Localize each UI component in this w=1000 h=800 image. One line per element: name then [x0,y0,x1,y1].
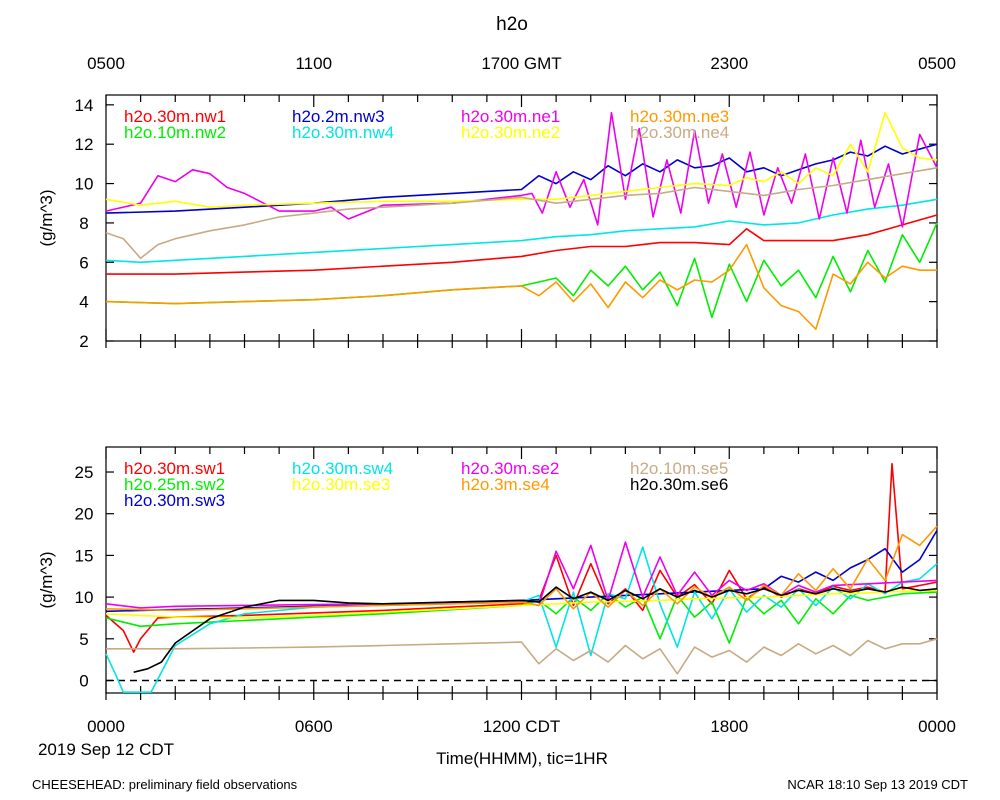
series-line-h2o-30m-se3 [105,589,938,619]
legend-entry: h2o.10m.nw2 [124,123,226,142]
series-line-h2o-30m-nw1 [106,214,938,275]
y-tick-label: 2 [79,332,88,351]
series-line-h2o-30m-se6 [133,586,938,673]
y-tick-label: 8 [79,214,88,233]
figure-title: h2o [496,14,528,35]
legend-entry: h2o.30m.ne2 [461,123,560,142]
series-line-h2o-3m-se4 [105,525,938,612]
series-line-h2o-30m-ne1 [105,111,938,228]
legend-entry: h2o.30m.ne1 [461,107,560,126]
series-line-h2o-30m-nw4 [105,198,938,264]
legend-entry: h2o.25m.sw2 [124,475,225,494]
legend-entry: h2o.30m.nw4 [292,123,394,142]
bottom-tick-label: 0600 [295,717,333,736]
y-tick-label: 4 [79,293,88,312]
series-line-h2o-30m-sw1 [105,462,938,653]
series-line-h2o-30m-ne4 [105,167,938,260]
upper-series-lines [105,111,938,331]
y-tick-label: 20 [75,505,94,524]
y-tick-label: 15 [75,546,94,565]
top-tick-label: 2300 [710,54,748,73]
legend-entry: h2o.2m.nw3 [292,107,385,126]
upper-x-ticks [105,95,938,348]
top-gmt-tick-labels: 0500 1100 1700 GMT 2300 0500 [87,54,956,73]
legend-entry: h2o.30m.sw3 [124,491,225,510]
series-line-h2o-30m-sw3 [105,529,938,613]
lower-y-axis: 0 5 10 15 20 25 [75,463,937,690]
upper-y-label: (g/m^3) [37,189,56,246]
upper-y-axis: 2 4 6 8 10 12 14 [75,96,937,351]
bottom-tick-label: 0000 [87,717,125,736]
series-line-h2o-10m-se5 [106,638,938,675]
series-line-h2o-30m-ne2 [105,111,938,208]
legend-entry: h2o.30m.se2 [461,459,559,478]
date-label: 2019 Sep 12 CDT [38,740,174,759]
lower-series-lines [105,462,938,694]
legend-entry: h2o.30m.sw4 [292,459,393,478]
y-tick-label: 6 [79,253,88,272]
legend-entry: h2o.3m.se4 [461,475,550,494]
top-tick-label: 1700 GMT [481,54,561,73]
y-tick-label: 25 [75,463,94,482]
series-line-h2o-30m-ne3 [105,243,937,331]
series-line-h2o-30m-sw4 [105,546,938,694]
top-tick-label: 1100 [295,54,332,73]
footer-left: CHEESEHEAD: preliminary field observatio… [32,777,298,792]
y-tick-label: 10 [75,175,94,194]
legend-entry: h2o.30m.nw1 [124,107,226,126]
y-tick-label: 12 [75,135,94,154]
bottom-tick-label: 1200 CDT [483,717,560,736]
legend-entry: h2o.30m.se3 [292,475,390,494]
bottom-tick-label: 0000 [918,717,956,736]
legend-entry: h2o.30m.ne3 [630,107,729,126]
series-line-h2o-10m-nw2 [105,222,938,319]
footer-right: NCAR 18:10 Sep 13 2019 CDT [787,777,968,792]
series-line-h2o-30m-se2 [105,541,938,609]
legend-entry: h2o.30m.se6 [630,475,728,494]
legend-entry: h2o.30m.sw1 [124,459,225,478]
legend-entry: h2o.10m.se5 [630,459,728,478]
y-tick-label: 5 [79,630,88,649]
series-line-h2o-2m-nw3 [105,143,938,214]
bottom-cdt-tick-labels: 0000 0600 1200 CDT 1800 0000 [87,717,956,736]
y-tick-label: 14 [75,96,94,115]
top-tick-label: 0500 [87,54,125,73]
bottom-tick-label: 1800 [710,717,748,736]
y-tick-label: 0 [79,671,88,690]
legend-entry: h2o.30m.ne4 [630,123,729,142]
lower-x-ticks [105,447,938,700]
y-tick-label: 10 [75,588,94,607]
lower-y-label: (g/m^3) [37,551,56,608]
x-axis-label: Time(HHMM), tic=1HR [436,749,608,768]
upper-legend: h2o.30m.nw1h2o.10m.nw2h2o.2m.nw3h2o.30m.… [124,107,729,142]
top-tick-label: 0500 [918,54,956,73]
